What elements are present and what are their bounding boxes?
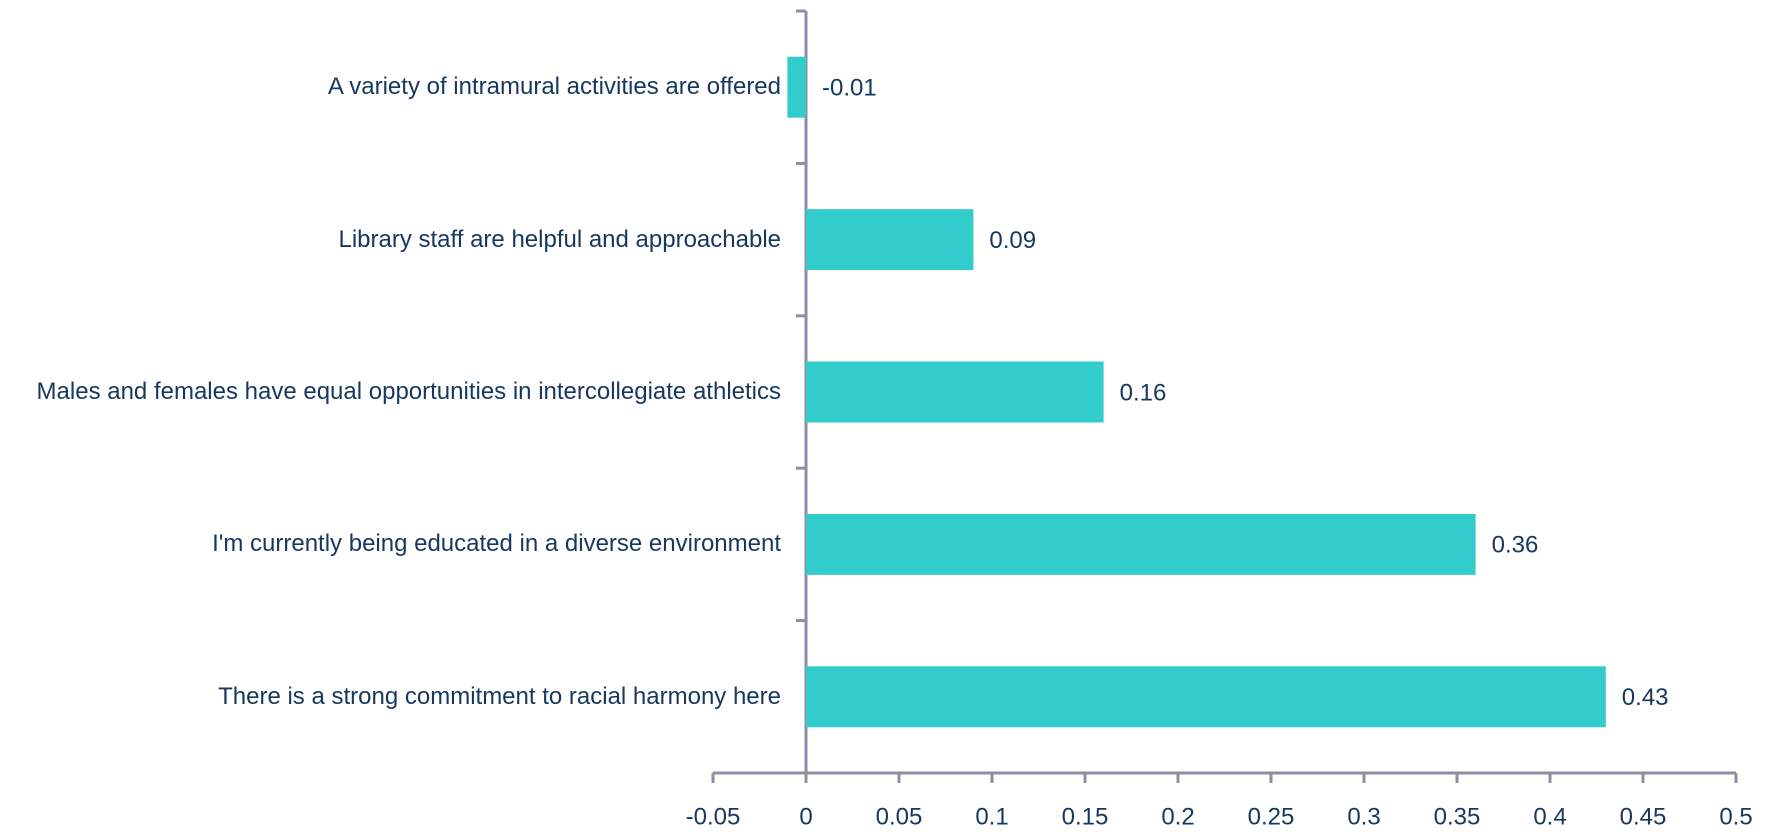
x-tick-label: 0.5 xyxy=(1719,803,1752,830)
data-label: -0.01 xyxy=(822,75,877,102)
x-tick-label: -0.05 xyxy=(686,803,741,830)
x-tick-label: 0.45 xyxy=(1620,803,1667,830)
bar xyxy=(787,56,806,118)
bar xyxy=(806,361,1104,423)
y-tick-label: There is a strong commitment to racial h… xyxy=(218,682,781,710)
y-tick-label: I'm currently being educated in a divers… xyxy=(212,530,781,558)
data-label: 0.36 xyxy=(1492,532,1539,559)
data-label: 0.09 xyxy=(989,227,1036,254)
bar xyxy=(806,666,1606,728)
x-tick-label: 0.3 xyxy=(1347,803,1380,830)
x-tick-label: 0.25 xyxy=(1248,803,1295,830)
bar xyxy=(806,513,1476,575)
y-tick-label: A variety of intramural activities are o… xyxy=(327,73,781,101)
y-tick-label: Library staff are helpful and approachab… xyxy=(338,225,781,253)
data-label: 0.43 xyxy=(1622,684,1669,711)
x-tick-label: 0.35 xyxy=(1434,803,1481,830)
data-label: 0.16 xyxy=(1120,379,1167,406)
x-tick-label: 0.1 xyxy=(975,803,1008,830)
x-tick-label: 0 xyxy=(799,803,812,830)
x-tick-label: 0.4 xyxy=(1533,803,1566,830)
bar xyxy=(806,209,974,271)
y-tick-label: Males and females have equal opportuniti… xyxy=(36,378,781,405)
x-tick-label: 0.15 xyxy=(1062,803,1109,830)
x-tick-label: 0.2 xyxy=(1161,803,1194,830)
x-tick-label: 0.05 xyxy=(876,803,923,830)
